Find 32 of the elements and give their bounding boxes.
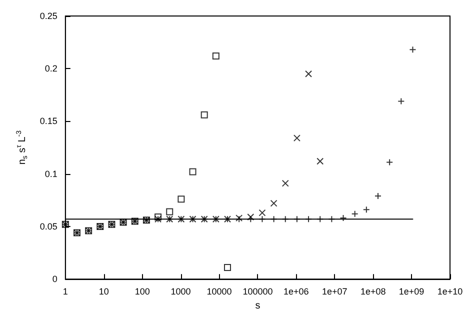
x-tick-label: 1e+07: [322, 286, 348, 297]
point: [212, 52, 220, 60]
point: [247, 214, 254, 221]
point: [282, 180, 289, 187]
x-tick-label: 10: [98, 286, 109, 297]
point: [316, 158, 324, 165]
point: [270, 200, 278, 207]
point: [305, 70, 312, 78]
y-tick-label: 0.25: [40, 11, 58, 21]
y-tick-label: 0: [52, 274, 58, 284]
y-tick-label: 0.05: [40, 221, 58, 232]
x-tick-label: 1000: [170, 286, 191, 297]
point: [166, 208, 174, 216]
x-tick-label: 1e+10: [437, 286, 463, 297]
x-tick-label: 10000: [206, 286, 232, 297]
x-tick-label: 1: [62, 286, 68, 297]
y-tick-label: 0.15: [40, 116, 58, 126]
x-tick-label: 1e+06: [284, 286, 309, 297]
point: [224, 264, 231, 272]
x-tick-label: 1e+09: [398, 286, 424, 297]
point: [258, 209, 266, 216]
x-tick-label: 100000: [242, 286, 273, 297]
x-tick-label: 100: [134, 286, 150, 297]
point: [293, 134, 300, 142]
point: [200, 111, 208, 118]
point: [154, 214, 162, 221]
x-tick-label: 1e+08: [360, 286, 386, 297]
x-axis-title: s: [255, 300, 260, 312]
y-tick-label: 0.2: [44, 64, 58, 74]
point: [189, 168, 196, 176]
y-tick-label: 0.1: [44, 168, 58, 179]
point: [178, 196, 185, 203]
